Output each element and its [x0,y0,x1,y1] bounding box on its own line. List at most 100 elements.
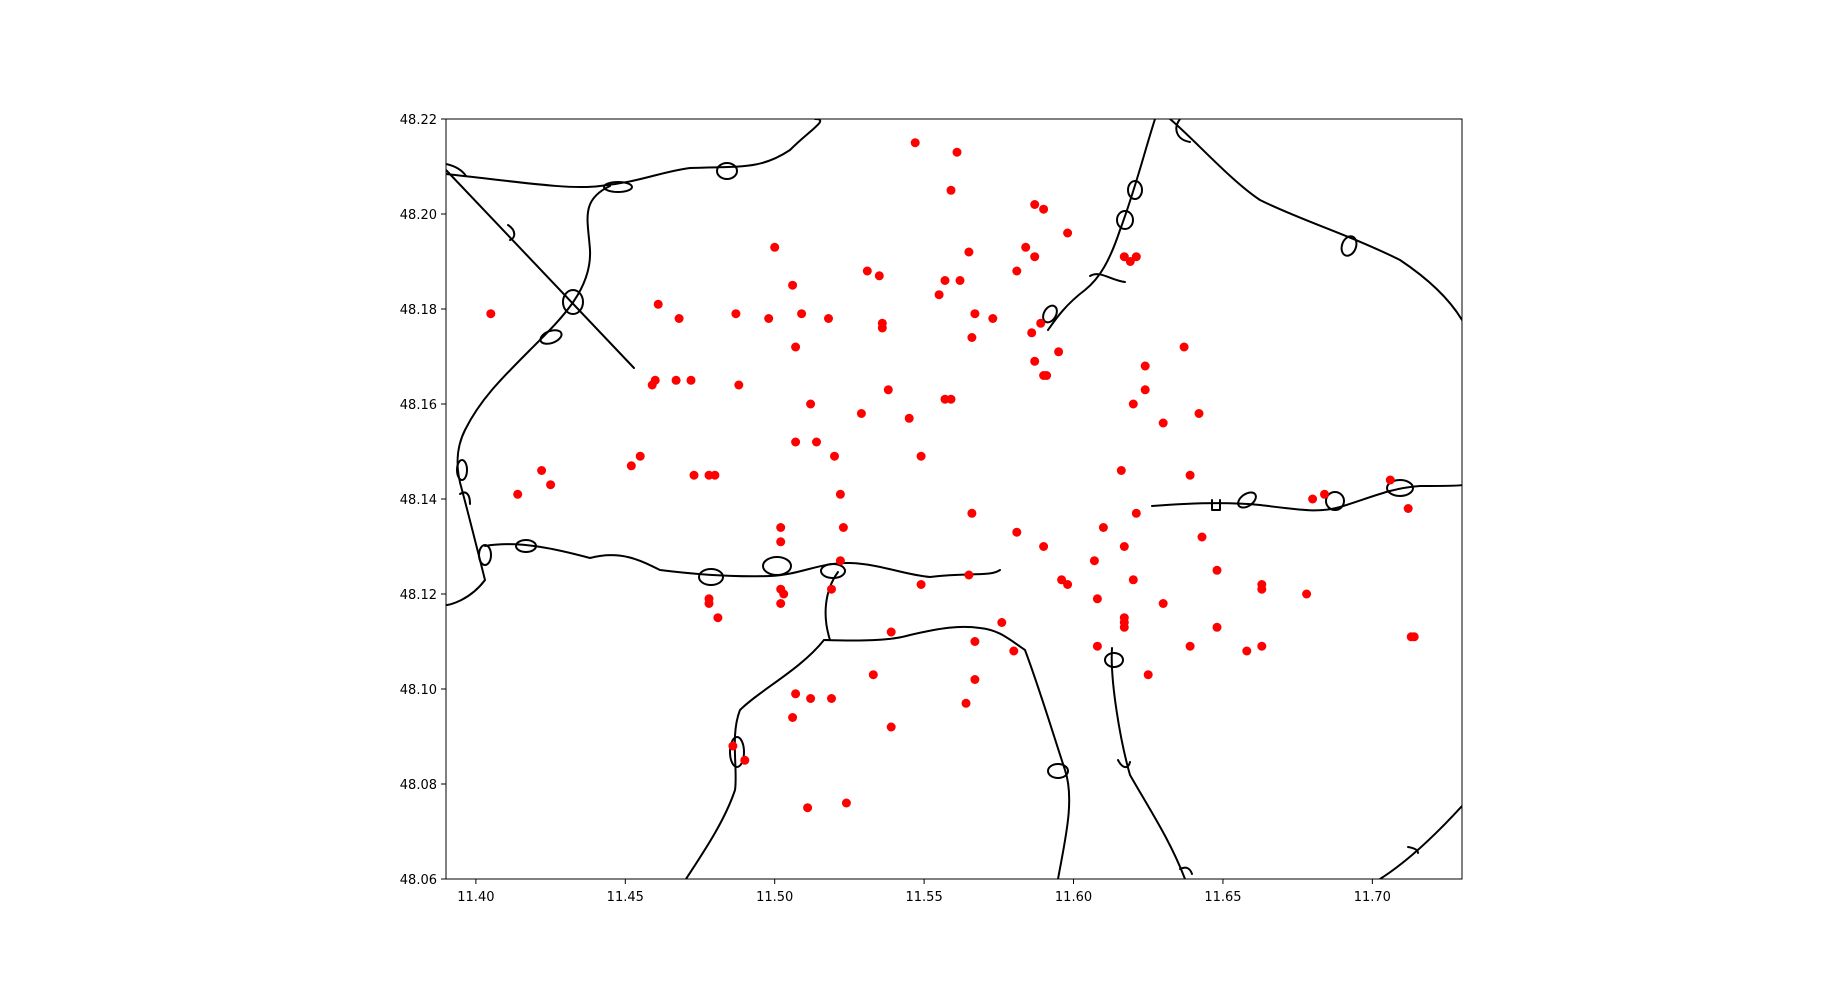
data-point-69 [546,480,556,490]
data-point-31 [877,323,887,333]
data-point-4 [1039,204,1049,214]
data-point-8 [964,247,974,257]
data-point-121 [970,675,980,684]
data-point-84 [1119,542,1129,551]
y-tick-label-3: 48.12 [400,588,437,603]
data-point-65 [710,470,720,480]
data-point-85 [835,556,845,566]
y-tick-label-5: 48.16 [400,398,437,413]
data-point-70 [513,489,523,499]
data-point-26 [824,314,833,323]
data-point-123 [806,694,816,703]
data-point-67 [1185,470,1195,480]
data-point-18 [788,280,798,290]
data-point-92 [916,580,926,589]
data-point-122 [791,689,801,699]
data-point-53 [904,413,914,423]
data-point-126 [788,713,798,722]
data-point-46 [883,385,893,395]
data-point-72 [1308,494,1318,504]
x-tick-label-4: 11.60 [1055,890,1092,905]
data-point-74 [1403,504,1413,513]
data-point-124 [827,694,836,703]
x-tick-label-5: 11.65 [1204,890,1241,905]
data-point-117 [1242,646,1252,656]
data-point-38 [1140,361,1150,371]
data-point-13 [862,266,872,276]
data-point-25 [797,309,807,319]
data-point-125 [961,698,971,708]
data-point-120 [1143,670,1153,680]
data-point-10 [1119,252,1129,262]
data-point-3 [1030,200,1040,209]
data-point-2 [946,185,956,195]
data-point-94 [1257,584,1267,594]
data-point-12 [1131,252,1141,262]
data-point-73 [1320,489,1329,499]
data-point-45 [734,380,744,390]
data-point-21 [486,309,496,319]
data-point-29 [1036,318,1046,328]
data-point-66 [1116,466,1126,475]
data-point-78 [838,523,848,532]
data-point-51 [1128,399,1138,409]
data-point-40 [1042,371,1052,380]
data-point-54 [1194,409,1204,418]
y-tick-label-7: 48.20 [400,208,437,223]
y-axis: 48.06 48.08 48.10 48.12 48.14 48.16 48.18 48.20… [400,113,446,888]
data-point-128 [728,741,738,751]
data-point-113 [970,637,980,646]
data-point-42 [650,375,660,385]
data-point-79 [1098,523,1108,532]
data-point-86 [1089,556,1099,566]
data-point-50 [806,399,816,409]
data-point-55 [1158,418,1168,428]
data-point-37 [1030,356,1040,366]
data-point-43 [671,375,681,385]
data-point-11 [1125,257,1135,266]
data-point-99 [1092,594,1102,604]
y-tick-label-8: 48.22 [400,113,437,128]
data-point-20 [653,299,663,309]
data-point-28 [988,314,998,323]
data-point-116 [1257,641,1267,651]
data-point-119 [868,670,878,680]
data-point-106 [997,618,1007,627]
data-point-115 [1185,641,1195,651]
data-point-35 [791,342,801,352]
data-point-24 [764,314,774,323]
data-point-19 [934,290,944,300]
data-point-5 [1063,228,1073,238]
road-network [446,119,1462,879]
data-point-71 [835,489,845,499]
data-point-9 [770,242,780,252]
x-tick-label-1: 11.45 [607,890,644,905]
data-point-87 [1212,565,1222,575]
data-point-23 [731,309,741,319]
point-layer [486,138,1419,813]
data-point-59 [830,451,839,461]
data-point-91 [1063,580,1073,589]
data-point-110 [886,627,896,637]
data-point-108 [1119,622,1129,632]
data-point-104 [713,613,723,623]
x-tick-label-2: 11.50 [756,890,793,905]
data-point-36 [1054,347,1064,357]
data-point-112 [1409,632,1419,642]
data-point-15 [1012,266,1022,276]
data-point-131 [841,798,851,808]
data-point-97 [779,589,789,599]
data-point-14 [874,271,884,281]
data-point-88 [964,570,974,580]
data-point-44 [686,375,696,385]
data-point-47 [1140,385,1150,395]
data-point-1 [952,147,962,157]
data-point-81 [1197,532,1207,542]
data-point-52 [856,409,866,418]
y-tick-label-1: 48.08 [400,778,437,793]
x-axis: 11.40 11.45 11.50 11.55 11.60 11.65 11.70 [457,879,1391,905]
data-point-7 [1030,252,1040,262]
data-point-56 [791,437,801,447]
data-point-103 [1158,599,1168,608]
